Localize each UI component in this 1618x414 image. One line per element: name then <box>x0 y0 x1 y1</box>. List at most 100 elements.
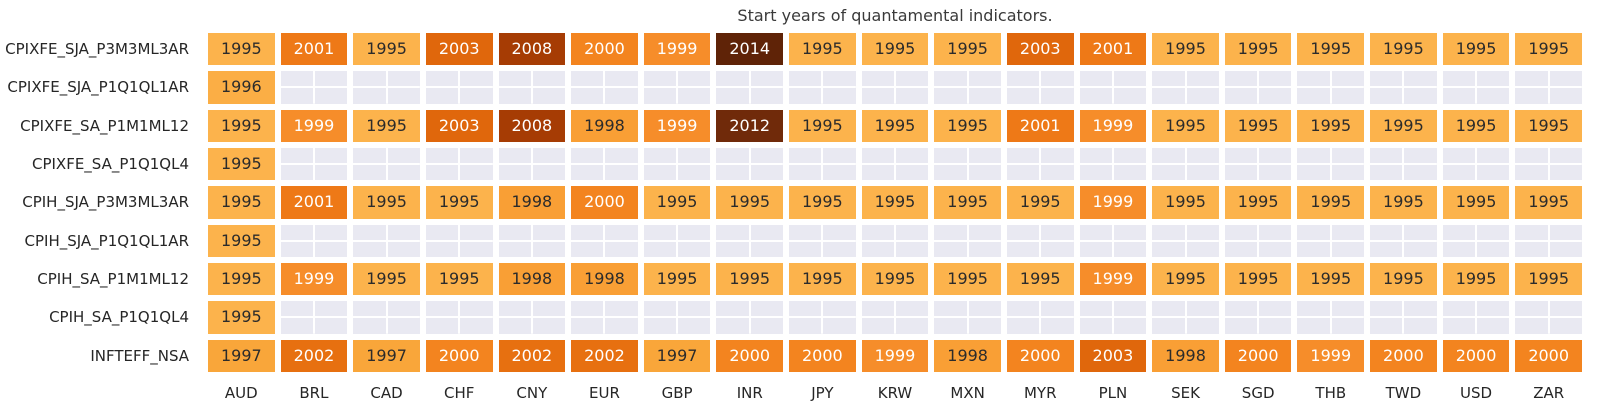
heatmap-cell: 1995 <box>1149 106 1222 145</box>
heatmap-cell-empty <box>277 144 351 184</box>
heatmap-cell-empty <box>495 68 569 107</box>
heatmap-cell: 1998 <box>1149 336 1222 375</box>
heatmap-cell-empty <box>568 221 641 260</box>
heatmap-cell-empty <box>1439 221 1513 260</box>
heatmap-cell-empty <box>277 298 351 337</box>
heatmap-cell-empty <box>1439 68 1513 107</box>
heatmap-cell-empty <box>350 298 423 337</box>
heatmap-cell-empty <box>1294 144 1368 184</box>
heatmap-cell-empty <box>858 221 932 260</box>
heatmap-cell: 1995 <box>858 183 932 222</box>
heatmap-cell-empty <box>568 144 641 184</box>
row-label: CPIXFE_SJA_P1Q1QL1AR <box>7 78 189 97</box>
x-axis-label: PLN <box>1098 384 1128 402</box>
heatmap-cell: 1995 <box>1367 259 1440 299</box>
heatmap-cell: 1995 <box>205 259 278 299</box>
heatmap-cell: 2012 <box>713 106 787 145</box>
heatmap-cell: 2000 <box>1221 336 1295 375</box>
heatmap-cell: 2008 <box>495 30 569 69</box>
x-axis-label: GBP <box>661 384 693 402</box>
row-labels: CPIXFE_SJA_P3M3ML3AR CPIXFE_SJA_P1Q1QL1AR… <box>0 30 197 375</box>
heatmap-cell: 1995 <box>1003 259 1077 299</box>
heatmap-cell-empty <box>1003 298 1077 337</box>
heatmap-cell: 1995 <box>786 259 859 299</box>
heatmap-cell-empty <box>1512 68 1585 107</box>
heatmap-cell: 1995 <box>786 30 859 69</box>
x-axis-label: USD <box>1460 384 1493 402</box>
heatmap-cell: 2001 <box>277 30 351 69</box>
row-label: INFTEFF_NSA <box>90 346 189 365</box>
heatmap-cell: 1995 <box>713 259 787 299</box>
x-axis-label: MXN <box>950 384 985 402</box>
heatmap-cell: 1995 <box>1221 106 1295 145</box>
heatmap-cell: 1995 <box>1367 183 1440 222</box>
heatmap-cell: 1995 <box>350 183 423 222</box>
heatmap-grid: 1995 2001 1995 2003 2008 2000 1999 2014 1995 1995… <box>205 30 1585 375</box>
heatmap-cell: 1995 <box>858 259 932 299</box>
heatmap-cell-empty <box>1512 221 1585 260</box>
heatmap-cell-empty <box>786 144 859 184</box>
heatmap-cell: 1995 <box>931 30 1004 69</box>
heatmap-cell: 1995 <box>1439 183 1513 222</box>
heatmap-cell: 2000 <box>713 336 787 375</box>
heatmap-cell-empty <box>858 144 932 184</box>
heatmap-cell-empty <box>1367 221 1440 260</box>
heatmap-cell-empty <box>931 298 1004 337</box>
heatmap-cell: 1999 <box>277 106 351 145</box>
heatmap-cell: 1995 <box>205 298 278 337</box>
heatmap-cell-empty <box>640 144 714 184</box>
heatmap-cell: 2000 <box>1512 336 1585 375</box>
heatmap-cell-empty <box>786 221 859 260</box>
heatmap-cell: 1999 <box>1076 183 1150 222</box>
heatmap-cell-empty <box>1439 144 1513 184</box>
heatmap-cell: 1995 <box>1149 183 1222 222</box>
heatmap-cell-empty <box>713 298 787 337</box>
heatmap-cell: 1995 <box>1439 106 1513 145</box>
heatmap-cell: 1995 <box>1149 30 1222 69</box>
heatmap-cell-empty <box>495 298 569 337</box>
heatmap-cell: 2002 <box>568 336 641 375</box>
heatmap-cell: 1995 <box>931 183 1004 222</box>
x-axis-label: SGD <box>1241 384 1275 402</box>
heatmap-cell: 1999 <box>640 106 714 145</box>
heatmap-cell: 1995 <box>858 106 932 145</box>
heatmap-cell-empty <box>1003 144 1077 184</box>
heatmap-cell-empty <box>931 68 1004 107</box>
heatmap-cell: 1995 <box>1221 183 1295 222</box>
heatmap-cell: 1998 <box>568 259 641 299</box>
x-axis-label: INR <box>736 384 763 402</box>
x-axis-label: KRW <box>877 384 913 402</box>
heatmap-cell: 1995 <box>931 106 1004 145</box>
heatmap-cell: 1995 <box>640 183 714 222</box>
heatmap-cell: 1995 <box>205 30 278 69</box>
heatmap-cell: 1995 <box>1512 183 1585 222</box>
heatmap-cell-empty <box>1367 68 1440 107</box>
heatmap-cell-empty <box>1003 221 1077 260</box>
heatmap-cell: 1995 <box>931 259 1004 299</box>
row-label: CPIXFE_SA_P1M1ML12 <box>20 116 189 135</box>
heatmap-cell-empty <box>1294 221 1368 260</box>
heatmap-cell: 2008 <box>495 106 569 145</box>
heatmap-cell-empty <box>1294 298 1368 337</box>
heatmap-cell: 1998 <box>568 106 641 145</box>
heatmap-cell: 1995 <box>205 183 278 222</box>
heatmap-cell-empty <box>1367 144 1440 184</box>
heatmap-cell-empty <box>568 68 641 107</box>
heatmap-cell: 1997 <box>640 336 714 375</box>
heatmap-cell-empty <box>1076 298 1150 337</box>
heatmap-cell: 1999 <box>858 336 932 375</box>
x-axis-label: BRL <box>299 384 329 402</box>
heatmap-cell-empty <box>1221 144 1295 184</box>
heatmap-cell-empty <box>713 144 787 184</box>
x-axis-label: ZAR <box>1533 384 1565 402</box>
chart-title: Start years of quantamental indicators. <box>737 6 1053 25</box>
heatmap-cell: 1997 <box>205 336 278 375</box>
heatmap-cell: 1998 <box>495 259 569 299</box>
heatmap-cell: 1995 <box>1294 183 1368 222</box>
heatmap-cell-empty <box>1076 144 1150 184</box>
heatmap-cell-empty <box>350 144 423 184</box>
heatmap-cell: 1995 <box>350 259 423 299</box>
x-axis-label: JPY <box>811 384 834 402</box>
heatmap-cell: 1995 <box>1221 30 1295 69</box>
heatmap-cell-empty <box>713 68 787 107</box>
